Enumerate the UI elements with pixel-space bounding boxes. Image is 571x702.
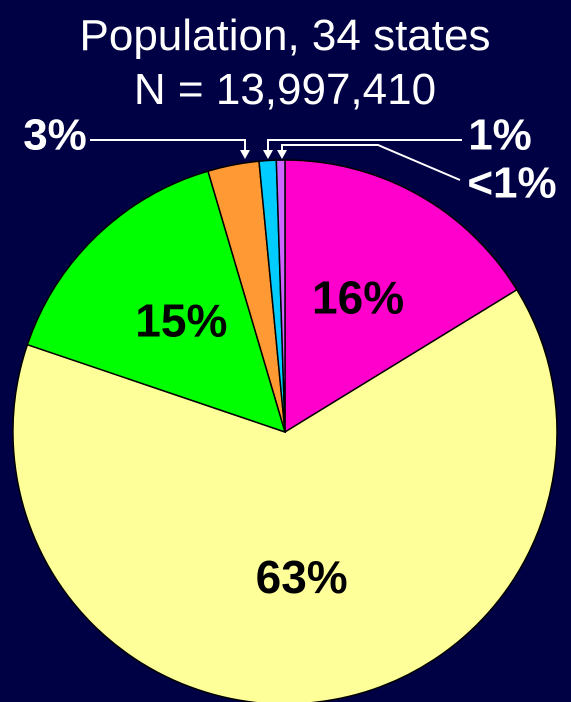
value-label: 16% [312, 272, 404, 324]
arrowhead [277, 150, 287, 159]
labels: 16% 63% 15% 3% 1%<1% [23, 111, 556, 603]
pie [12, 159, 558, 702]
value-label: 63% [256, 551, 348, 603]
value-label: 15% [135, 294, 227, 346]
pie-slice [284, 159, 518, 434]
pie-slice [26, 170, 287, 434]
pie-slice [275, 159, 286, 433]
arrowhead [263, 150, 273, 159]
chart-title: Population, 34 states [80, 11, 491, 60]
value-label: 1% [468, 111, 532, 160]
pie-slice [12, 288, 558, 702]
chart-subtitle: N = 13,997,410 [134, 65, 436, 114]
value-label: 3% [23, 111, 87, 160]
leader-lines [90, 139, 462, 181]
value-label: <1% [467, 159, 556, 208]
arrowhead [240, 150, 250, 159]
